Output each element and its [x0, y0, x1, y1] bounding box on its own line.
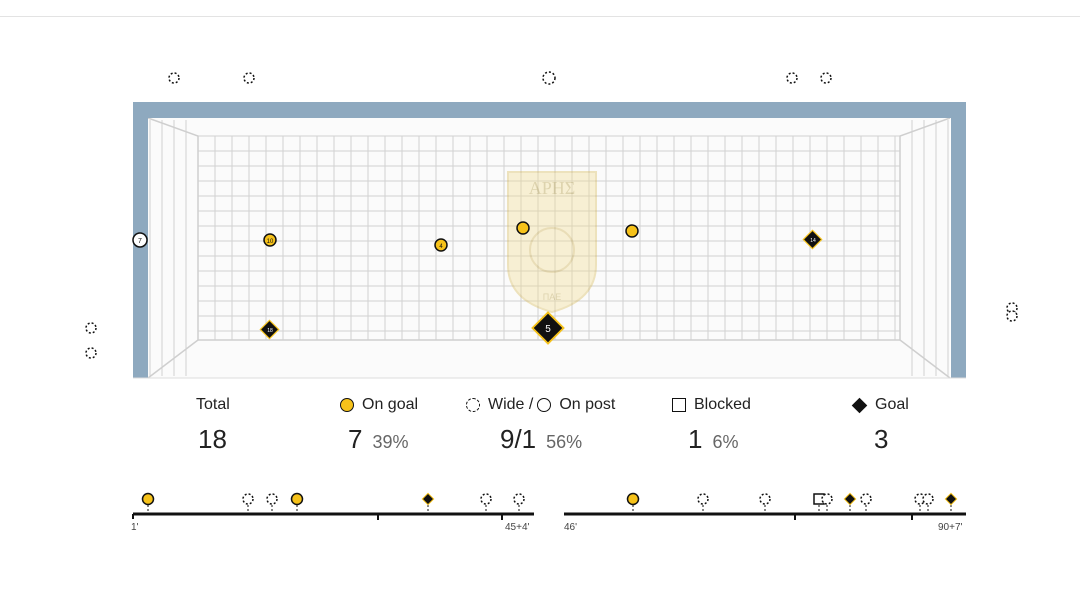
timeline-goal[interactable]	[843, 492, 857, 506]
stat-goal-value: 3	[874, 424, 889, 454]
timeline-wide[interactable]	[759, 493, 771, 505]
wide-shots	[85, 71, 1018, 359]
stat-wide-pct: 56%	[546, 432, 583, 452]
stat-on-goal-pct: 39%	[372, 432, 409, 452]
logo-text: ΑΡΗΣ	[529, 178, 576, 198]
shot-wide[interactable]	[786, 72, 798, 84]
on-goal-icon	[340, 398, 354, 412]
club-logo: ΑΡΗΣ ΠΑΕ	[507, 171, 597, 314]
shot-goal-selected[interactable]	[531, 311, 565, 345]
timeline-end-2: 90+7'	[938, 522, 963, 533]
timeline-wide[interactable]	[922, 493, 934, 505]
stat-total-label: Total	[196, 396, 230, 413]
blocked-icon	[672, 398, 686, 412]
shot-goal[interactable]	[802, 229, 823, 250]
timeline-start-1: 1'	[131, 522, 139, 533]
shot-wide[interactable]	[820, 72, 832, 84]
timeline-first-half	[132, 492, 534, 520]
logo-subtext: ΠΑΕ	[543, 292, 562, 302]
stat-blocked-label: Blocked	[694, 396, 751, 413]
goal-icon	[851, 397, 868, 413]
timeline-wide[interactable]	[697, 493, 709, 505]
shot-wide[interactable]	[542, 71, 556, 85]
on-goal-shots: 10 4	[263, 221, 639, 252]
shot-goal[interactable]	[259, 319, 280, 340]
top-divider	[0, 16, 1080, 17]
timeline-wide[interactable]	[860, 493, 872, 505]
shot-label: 4	[439, 244, 443, 250]
timeline-on-goal[interactable]	[141, 492, 155, 506]
timeline-second-half	[564, 492, 966, 520]
stat-on-goal-label: On goal	[362, 396, 419, 413]
shot-on-goal[interactable]	[625, 224, 639, 238]
shot-on-goal[interactable]	[434, 238, 448, 252]
timeline-start-2: 46'	[564, 522, 578, 533]
shot-wide[interactable]	[85, 347, 97, 359]
goal-shots: 14 18 5	[259, 229, 823, 345]
timeline-wide[interactable]	[480, 493, 492, 505]
net-side-left	[147, 117, 199, 379]
shot-on-post[interactable]	[132, 232, 148, 248]
stat-blocked-pct: 6%	[712, 432, 739, 452]
timeline-wide[interactable]	[513, 493, 525, 505]
shot-label: 10	[267, 239, 274, 245]
net-grid	[149, 120, 949, 376]
wide-icon	[466, 398, 480, 412]
on-post-icon	[537, 398, 552, 412]
shot-wide[interactable]	[168, 72, 180, 84]
shot-label: 5	[545, 324, 551, 335]
net-side-right	[899, 117, 951, 379]
shot-label: 7	[138, 238, 142, 245]
stat-total-value: 18	[198, 424, 227, 454]
stat-goal-label: Goal	[875, 396, 909, 413]
timeline-on-goal[interactable]	[626, 492, 640, 506]
right-post	[951, 102, 966, 378]
timeline-goal[interactable]	[944, 492, 958, 506]
shot-on-goal[interactable]	[263, 233, 277, 247]
stat-on-goal-value: 7	[348, 424, 363, 454]
shot-wide[interactable]	[243, 72, 255, 84]
shot-label: 14	[810, 238, 816, 244]
timeline-goal[interactable]	[421, 492, 435, 506]
timeline-wide[interactable]	[266, 493, 278, 505]
stat-wide-label: Wide /	[488, 396, 534, 413]
stat-post-label: On post	[559, 396, 616, 413]
timeline-on-goal[interactable]	[290, 492, 304, 506]
stat-wide-value: 9/1	[500, 424, 537, 454]
shot-on-goal[interactable]	[516, 221, 530, 235]
timeline-wide[interactable]	[242, 493, 254, 505]
shot-label: 18	[267, 328, 273, 334]
stat-blocked-value: 1	[688, 424, 703, 454]
shot-wide[interactable]	[85, 322, 97, 334]
crossbar	[133, 102, 966, 118]
timeline-wide[interactable]	[821, 493, 833, 505]
shot-wide[interactable]	[1006, 302, 1018, 314]
shot-wide[interactable]	[1006, 310, 1018, 322]
timeline-end-1: 45+4'	[505, 522, 530, 533]
